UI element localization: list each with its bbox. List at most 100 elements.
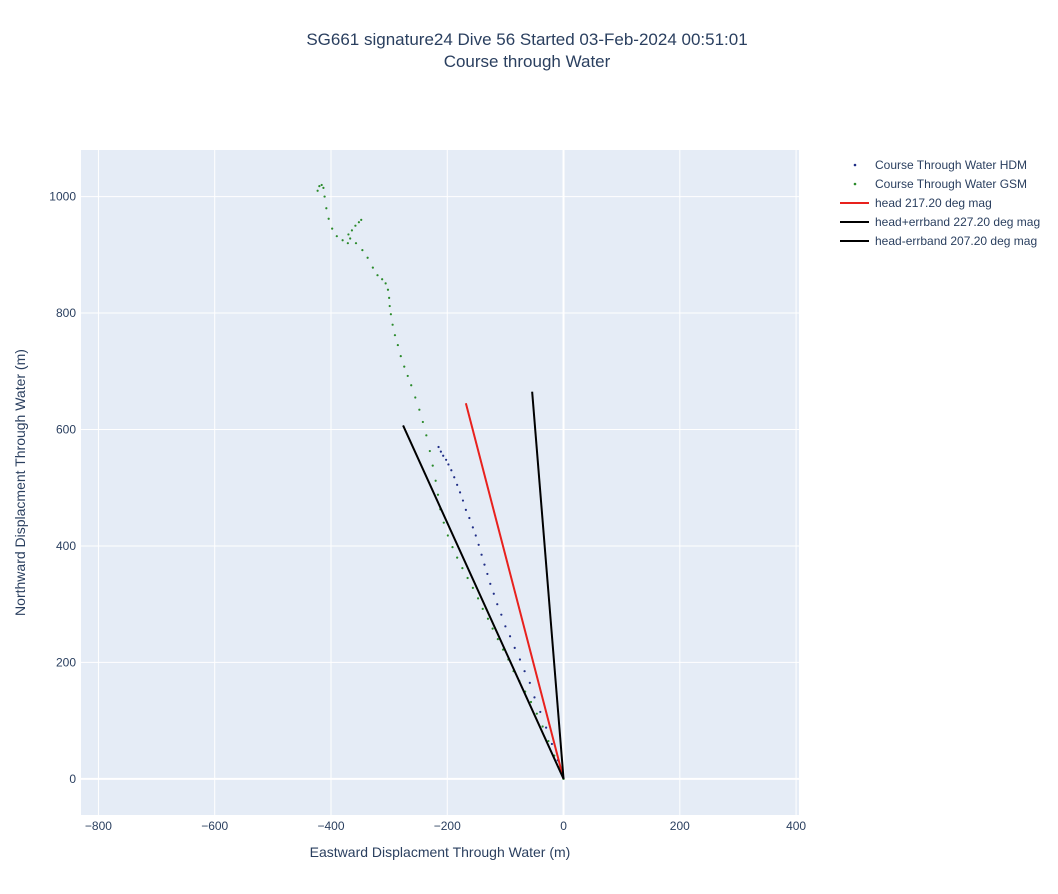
data-point [486,572,489,576]
data-point [346,242,349,245]
data-point [371,266,374,269]
data-point [504,625,507,628]
x-tick-label: 400 [786,819,806,833]
data-point [541,725,544,728]
data-point [318,185,321,188]
data-point [320,183,323,187]
data-point [442,454,445,457]
data-point [486,617,490,620]
legend-label: head+errband 227.20 deg mag [875,215,1040,229]
data-point [464,508,467,511]
data-point [436,493,440,496]
data-point [471,526,474,529]
data-point [535,712,538,715]
data-point [539,710,542,714]
data-point [384,282,387,285]
x-tick-label: −600 [201,819,228,833]
data-point [376,274,379,277]
data-point [366,256,369,259]
data-point [421,420,424,424]
data-point [447,463,450,466]
data-point [500,613,503,616]
data-point [381,278,384,281]
data-point [349,237,352,240]
data-point [327,217,330,220]
data-point [316,189,319,192]
data-point [550,742,554,746]
data-point [389,313,392,316]
grid [81,150,799,815]
data-point [468,516,471,520]
legend-item[interactable]: head-errband 207.20 deg mag [840,234,1037,248]
data-point [354,224,357,227]
data-point [434,479,437,482]
data-point [491,627,494,630]
data-point [388,304,391,308]
x-tick-label: 200 [670,819,690,833]
data-point [406,374,409,378]
data-point [456,483,459,486]
data-point [466,576,469,580]
data-point [396,343,399,347]
legend-item[interactable]: Course Through Water HDM [853,158,1027,172]
tick-labels: −800 −600 −400 −200 0 200 400 0 200 400 600 800 1000 [49,190,806,833]
legend-label: head-errband 207.20 deg mag [875,234,1037,248]
data-point [445,458,448,461]
legend[interactable]: Course Through Water HDM Course Through W… [840,158,1040,248]
data-point [492,592,495,595]
data-point [399,355,402,358]
data-point [446,534,449,537]
data-point [322,186,325,189]
data-point [388,296,391,300]
data-point [480,553,483,556]
data-point [453,476,456,479]
data-point [442,521,445,524]
data-point [335,235,338,238]
data-point [533,696,536,699]
data-point [393,334,397,337]
legend-item[interactable]: head 217.20 deg mag [840,196,992,210]
data-point [361,249,364,252]
data-point [458,491,462,494]
data-point [428,449,431,453]
data-point [418,408,421,411]
data-point [489,582,492,585]
data-point [461,499,465,502]
data-point [360,218,363,221]
data-point [350,229,354,232]
data-point [528,681,531,684]
data-point [508,635,512,638]
data-point [437,445,440,449]
data-point [386,288,390,291]
data-point [483,563,486,566]
legend-label: Course Through Water GSM [875,177,1027,191]
data-point [545,726,548,729]
series-layer [316,183,565,780]
series-3 [464,403,565,780]
x-tick-label: −400 [317,819,344,833]
data-point [496,603,499,606]
data-point [513,646,516,649]
data-point [474,534,477,537]
y-tick-label: 600 [56,423,76,437]
legend-swatch [853,163,857,167]
data-point [461,566,464,570]
legend-label: Course Through Water HDM [875,158,1027,172]
plot-background [81,150,799,815]
data-point [391,323,394,326]
data-point [425,434,428,437]
data-point [529,700,533,704]
data-point [456,556,459,559]
legend-item[interactable]: Course Through Water GSM [853,177,1027,191]
x-tick-label: 0 [560,819,567,833]
legend-item[interactable]: head+errband 227.20 deg mag [840,215,1040,229]
data-point [357,221,360,224]
series-4 [402,425,565,780]
y-tick-label: 400 [56,539,76,553]
data-point [496,638,499,641]
y-tick-label: 1000 [49,190,76,204]
chart-subtitle: Course through Water [444,52,611,71]
series-5 [531,391,565,779]
data-point [439,450,442,453]
